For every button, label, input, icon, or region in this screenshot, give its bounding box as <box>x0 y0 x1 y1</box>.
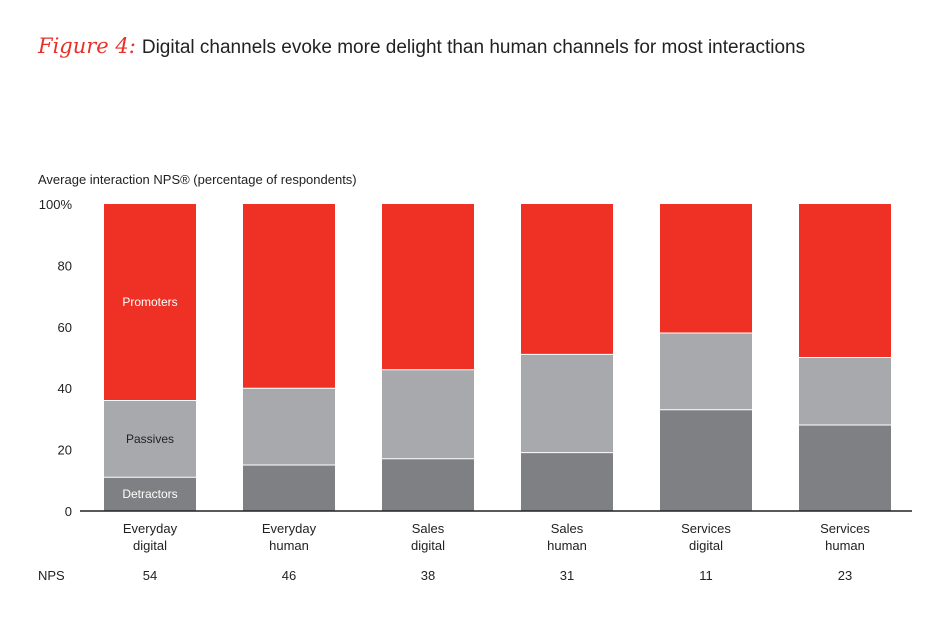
y-tick-label: 0 <box>65 504 72 519</box>
nps-value: 23 <box>838 568 852 583</box>
x-category-label: human <box>269 538 309 553</box>
bar-segment-promoters <box>521 204 613 355</box>
x-category-label: Everyday <box>123 521 178 536</box>
bar-segment-passives <box>104 400 196 478</box>
bar-segment-passives <box>382 369 474 459</box>
bar-segment-detractors <box>660 409 752 511</box>
y-tick-label: 80 <box>58 258 72 273</box>
y-tick-label: 40 <box>58 381 72 396</box>
x-category-label: human <box>825 538 865 553</box>
nps-row-label: NPS <box>38 568 65 583</box>
bar-segment-passives <box>521 354 613 453</box>
bar-segment-promoters <box>799 204 891 358</box>
segment-label-promoters: Promoters <box>122 295 177 309</box>
y-tick-label: 20 <box>58 443 72 458</box>
x-category-label: human <box>547 538 587 553</box>
nps-value: 54 <box>143 568 157 583</box>
title-text: Digital channels evoke more delight than… <box>141 37 806 58</box>
x-category-label: Sales <box>551 521 584 536</box>
figure-label: Figure 4: <box>38 34 136 58</box>
bar-segment-detractors <box>382 458 474 511</box>
y-tick-label: 60 <box>58 320 72 335</box>
bar-segment-passives <box>799 357 891 426</box>
bar-segment-detractors <box>104 477 196 511</box>
bar-segment-promoters <box>243 204 335 389</box>
bar-segment-detractors <box>799 425 891 511</box>
x-category-label: digital <box>689 538 723 553</box>
nps-value: 46 <box>282 568 296 583</box>
bar-segment-promoters <box>660 204 752 333</box>
x-category-label: digital <box>411 538 445 553</box>
bar-segment-promoters <box>382 204 474 370</box>
y-tick-label: 100% <box>39 197 73 212</box>
segment-label-detractors: Detractors <box>122 487 177 501</box>
x-category-label: Everyday <box>262 521 317 536</box>
bar-segment-detractors <box>243 464 335 511</box>
x-category-label: Services <box>681 521 731 536</box>
nps-value: 38 <box>421 568 435 583</box>
y-axis-label: Average interaction NPS® (percentage of … <box>38 172 357 187</box>
nps-value: 11 <box>699 568 713 583</box>
chart-title: Figure 4: Digital channels evoke more del… <box>38 34 805 59</box>
x-category-label: Sales <box>412 521 445 536</box>
x-category-label: Services <box>820 521 870 536</box>
nps-value: 31 <box>560 568 574 583</box>
segment-label-passives: Passives <box>126 432 174 446</box>
bar-segment-detractors <box>521 452 613 511</box>
bar-segment-promoters <box>104 204 196 401</box>
x-category-label: digital <box>133 538 167 553</box>
bar-segment-passives <box>243 388 335 465</box>
bar-segment-passives <box>660 332 752 410</box>
